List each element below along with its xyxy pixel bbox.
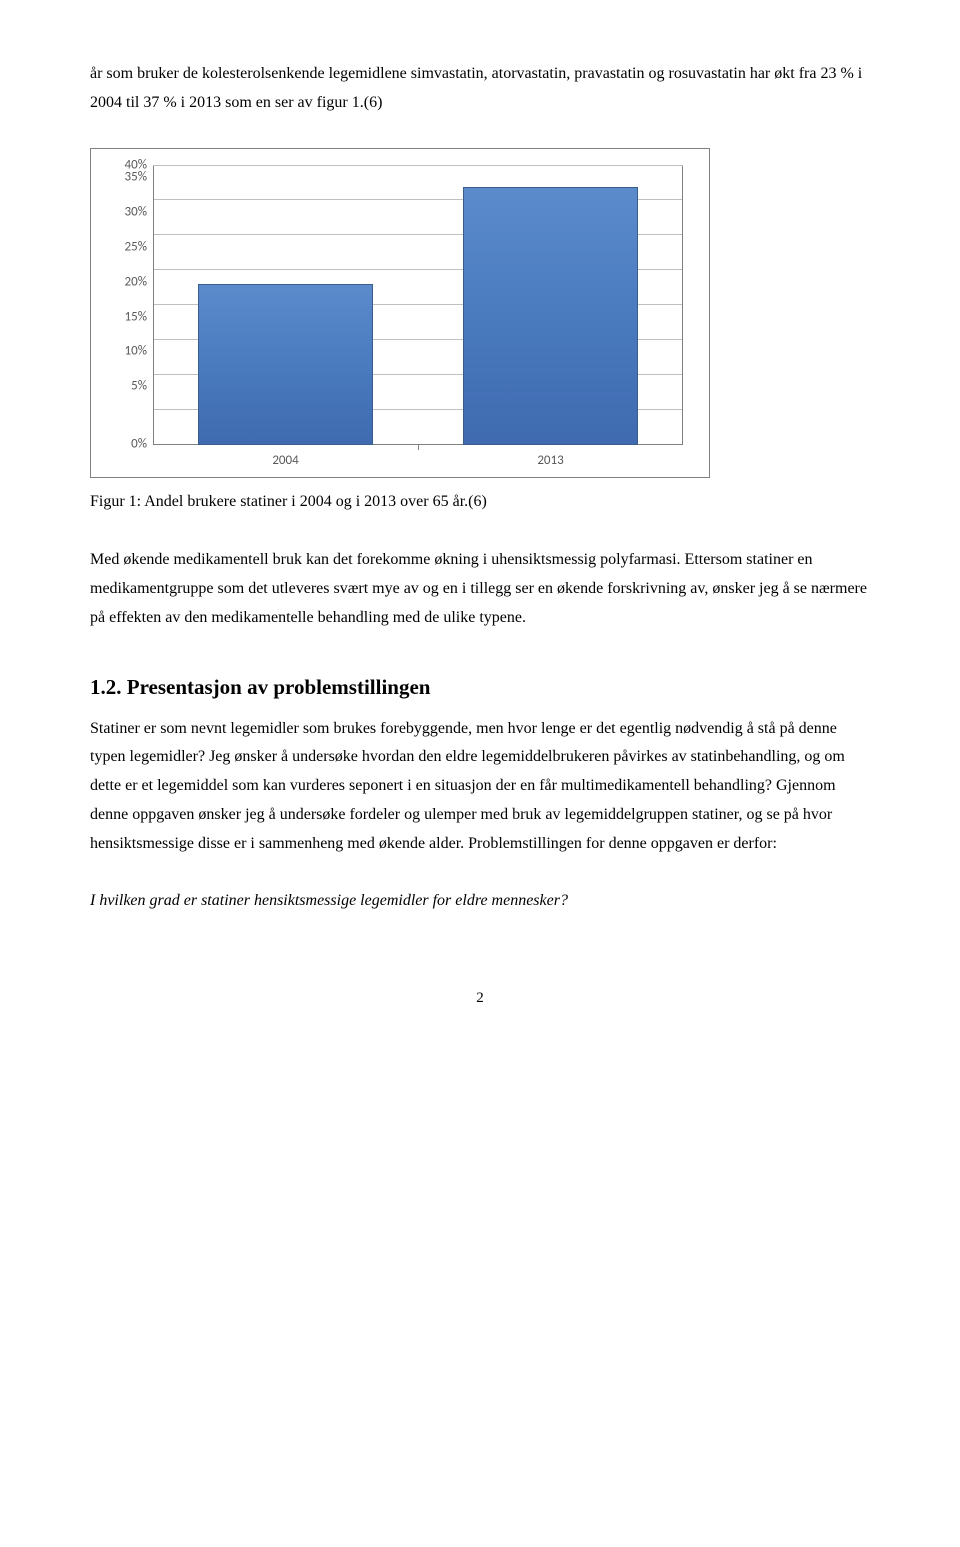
section-body: Statiner er som nevnt legemidler som bru… [90, 715, 870, 859]
section-heading: 1.2. Presentasjon av problemstillingen [90, 669, 870, 707]
gridline [153, 165, 683, 166]
y-tick-25: 25% [125, 235, 147, 258]
y-tick-0: 0% [131, 433, 147, 456]
bar-2004 [198, 284, 373, 444]
chart-area: 0% 5% 10% 15% 20% 25% 30% 35% 40% 2004 [109, 164, 691, 469]
category-divider [418, 445, 419, 450]
body-paragraph-1: Med økende medikamentell bruk kan det fo… [90, 546, 870, 632]
figure-caption: Figur 1: Andel brukere statiner i 2004 o… [90, 488, 870, 517]
y-tick-40: 40% [125, 154, 147, 177]
plot-right-border [682, 166, 683, 445]
intro-paragraph: år som bruker de kolesterolsenkende lege… [90, 60, 870, 118]
y-tick-20: 20% [125, 270, 147, 293]
research-question: I hvilken grad er statiner hensiktsmessi… [90, 887, 870, 916]
y-tick-15: 15% [125, 305, 147, 328]
y-tick-10: 10% [125, 340, 147, 363]
y-tick-30: 30% [125, 200, 147, 223]
plot-region: 0% 5% 10% 15% 20% 25% 30% 35% 40% 2004 [153, 166, 683, 445]
x-tick-2004: 2004 [272, 449, 298, 472]
bar-chart: 0% 5% 10% 15% 20% 25% 30% 35% 40% 2004 [90, 148, 710, 478]
y-tick-5: 5% [131, 375, 147, 398]
bar-2013 [463, 187, 638, 445]
plot-left-border [153, 166, 154, 445]
x-tick-2013: 2013 [537, 449, 563, 472]
page-number: 2 [90, 985, 870, 1012]
